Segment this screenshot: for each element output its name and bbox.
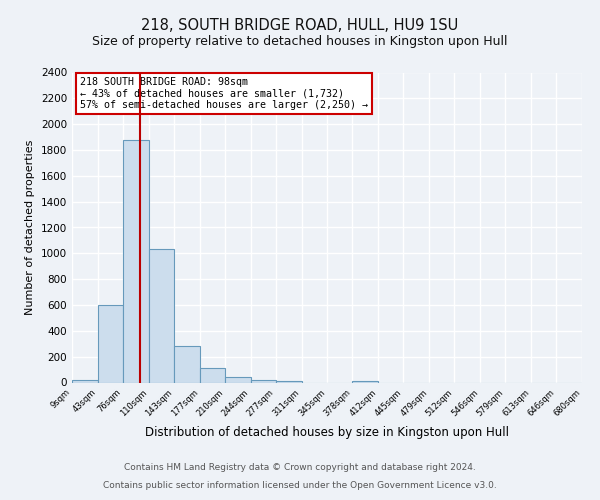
Bar xyxy=(123,140,149,382)
Text: Contains public sector information licensed under the Open Government Licence v3: Contains public sector information licen… xyxy=(103,481,497,490)
Bar xyxy=(174,346,200,382)
Bar xyxy=(200,368,225,382)
Bar xyxy=(275,381,302,382)
Bar xyxy=(98,305,123,382)
Text: 218, SOUTH BRIDGE ROAD, HULL, HU9 1SU: 218, SOUTH BRIDGE ROAD, HULL, HU9 1SU xyxy=(142,18,458,32)
Text: Size of property relative to detached houses in Kingston upon Hull: Size of property relative to detached ho… xyxy=(92,35,508,48)
Y-axis label: Number of detached properties: Number of detached properties xyxy=(25,140,35,315)
Bar xyxy=(225,376,251,382)
Bar xyxy=(149,249,174,382)
Bar xyxy=(251,380,275,382)
Bar xyxy=(72,380,98,382)
Text: 218 SOUTH BRIDGE ROAD: 98sqm
← 43% of detached houses are smaller (1,732)
57% of: 218 SOUTH BRIDGE ROAD: 98sqm ← 43% of de… xyxy=(80,77,368,110)
Text: Contains HM Land Registry data © Crown copyright and database right 2024.: Contains HM Land Registry data © Crown c… xyxy=(124,464,476,472)
X-axis label: Distribution of detached houses by size in Kingston upon Hull: Distribution of detached houses by size … xyxy=(145,426,509,439)
Bar xyxy=(352,380,379,382)
